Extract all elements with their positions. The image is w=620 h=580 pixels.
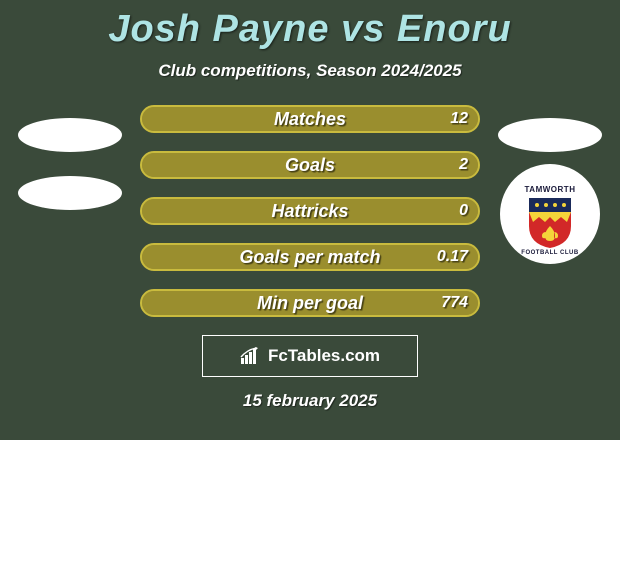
date-text: 15 february 2025 bbox=[243, 391, 377, 411]
stat-label: Matches bbox=[274, 109, 346, 130]
stat-value-right: 12 bbox=[450, 110, 468, 128]
bar-chart-icon bbox=[240, 347, 262, 365]
stat-label: Min per goal bbox=[257, 293, 363, 314]
stat-row: Hattricks 0 bbox=[140, 197, 480, 225]
stat-value-right: 0 bbox=[459, 202, 468, 220]
branding-text: FcTables.com bbox=[268, 346, 380, 366]
stat-label: Goals per match bbox=[239, 247, 380, 268]
branding-box[interactable]: FcTables.com bbox=[202, 335, 418, 377]
subtitle: Club competitions, Season 2024/2025 bbox=[158, 61, 461, 81]
stat-value-right: 774 bbox=[441, 294, 468, 312]
stat-label: Goals bbox=[285, 155, 335, 176]
comparison-widget: Josh Payne vs Enoru Club competitions, S… bbox=[0, 0, 620, 440]
stat-label: Hattricks bbox=[271, 201, 348, 222]
stat-value-right: 2 bbox=[459, 156, 468, 174]
stat-row: Matches 12 bbox=[140, 105, 480, 133]
stat-row: Goals per match 0.17 bbox=[140, 243, 480, 271]
page-title: Josh Payne vs Enoru bbox=[108, 8, 511, 51]
stat-row: Min per goal 774 bbox=[140, 289, 480, 317]
stat-row: Goals 2 bbox=[140, 151, 480, 179]
stats-list: Matches 12 Goals 2 Hattricks 0 Goals per… bbox=[0, 105, 620, 317]
stat-value-right: 0.17 bbox=[437, 248, 468, 266]
